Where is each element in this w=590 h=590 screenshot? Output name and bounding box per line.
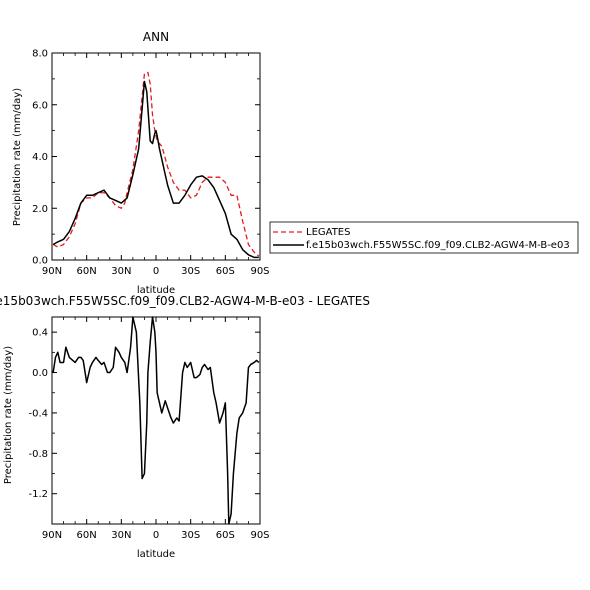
top-chart-title: ANN [143, 30, 169, 44]
bottom-chart-xtick-label: 90S [250, 530, 269, 541]
top-chart-series-line-1 [52, 80, 259, 259]
bottom-chart-xtick-label: 30N [111, 530, 131, 541]
bottom-chart-ytick-label: -1.2 [28, 489, 48, 500]
top-chart-ylabel: Precipitation rate (mm/day) [12, 88, 23, 226]
bottom-chart: f.e15b03wch.F55W5SC.f09_f09.CLB2-AGW4-M-… [0, 294, 370, 560]
top-chart: ANN 90N 60N 30N 0 30S 60S 90S 0.0 2.0 4.0 6.0 8.0 l… [12, 30, 270, 296]
bottom-chart-ytick-label: 0.0 [32, 368, 48, 379]
top-chart-ytick-label: 8.0 [32, 49, 48, 60]
bottom-chart-title: f.e15b03wch.F55W5SC.f09_f09.CLB2-AGW4-M-… [0, 294, 370, 308]
top-chart-series [52, 71, 260, 259]
top-chart-xlabel: latitude [137, 285, 175, 296]
bottom-chart-xlabel: latitude [137, 549, 175, 560]
bottom-chart-ytick-label: -0.4 [28, 408, 48, 419]
top-chart-xtick-label: 90S [250, 266, 269, 277]
top-chart-xtick-label: 90N [42, 266, 62, 277]
legend-label-model: f.e15b03wch.F55W5SC.f09_f09.CLB2-AGW4-M-… [306, 240, 570, 251]
legend-label-legates: LEGATES [306, 227, 350, 238]
bottom-chart-xtick-label: 90N [42, 530, 62, 541]
top-chart-frame [51, 52, 261, 261]
top-chart-ticks: 90N 60N 30N 0 30S 60S 90S 0.0 2.0 4.0 6.0 8.0 [32, 49, 269, 278]
top-chart-ytick-label: 0.0 [32, 256, 48, 267]
bottom-chart-xtick-label: 60S [216, 530, 235, 541]
bottom-chart-ticks: 90N 60N 30N 0 30S 60S 90S 0.4 0.0 -0.4 -0.8 -1.2 [28, 317, 270, 541]
top-chart-ytick-label: 4.0 [32, 152, 48, 163]
top-chart-xtick-label: 30S [181, 266, 200, 277]
bottom-chart-series-line-0 [52, 316, 260, 525]
top-chart-ytick-label: 2.0 [32, 204, 48, 215]
top-chart-xtick-label: 60N [77, 266, 97, 277]
bottom-chart-series [52, 316, 260, 525]
legend-box [269, 221, 579, 254]
bottom-chart-xtick-label: 60N [77, 530, 97, 541]
bottom-chart-xtick-label: 30S [181, 530, 200, 541]
bottom-chart-ytick-label: 0.4 [32, 328, 48, 339]
top-chart-series-line-0 [52, 71, 260, 257]
legend: LEGATES f.e15b03wch.F55W5SC.f09_f09.CLB2… [269, 221, 579, 254]
top-chart-xtick-label: 30N [111, 266, 131, 277]
bottom-chart-ytick-label: -0.8 [28, 449, 48, 460]
bottom-chart-ylabel: Precipitation rate (mm/day) [3, 346, 14, 484]
top-chart-xtick-label: 0 [153, 266, 159, 277]
top-chart-ytick-label: 6.0 [32, 100, 48, 111]
bottom-chart-xtick-label: 0 [153, 530, 159, 541]
top-chart-xtick-label: 60S [216, 266, 235, 277]
